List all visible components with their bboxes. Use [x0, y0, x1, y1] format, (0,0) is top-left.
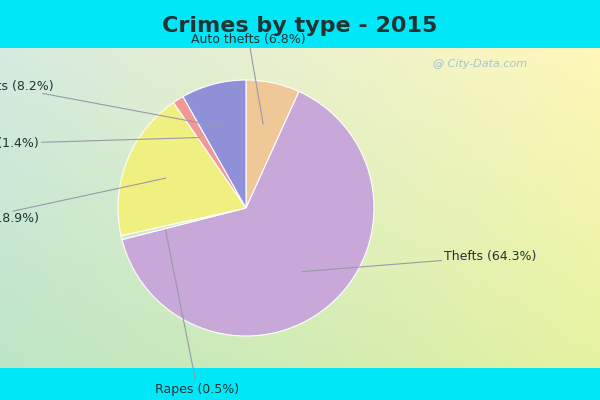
- Text: Burglaries (18.9%): Burglaries (18.9%): [0, 178, 166, 225]
- Wedge shape: [118, 102, 246, 236]
- Text: Crimes by type - 2015: Crimes by type - 2015: [163, 16, 437, 36]
- Text: Auto thefts (6.8%): Auto thefts (6.8%): [191, 32, 306, 124]
- Wedge shape: [121, 208, 246, 240]
- Text: Assaults (8.2%): Assaults (8.2%): [0, 80, 222, 127]
- Text: Robberies (1.4%): Robberies (1.4%): [0, 138, 199, 150]
- Text: Rapes (0.5%): Rapes (0.5%): [155, 230, 239, 396]
- Wedge shape: [173, 96, 246, 208]
- Wedge shape: [122, 92, 374, 336]
- Text: Thefts (64.3%): Thefts (64.3%): [302, 250, 537, 272]
- Text: @ City-Data.com: @ City-Data.com: [433, 59, 527, 69]
- Wedge shape: [183, 80, 246, 208]
- Wedge shape: [246, 80, 299, 208]
